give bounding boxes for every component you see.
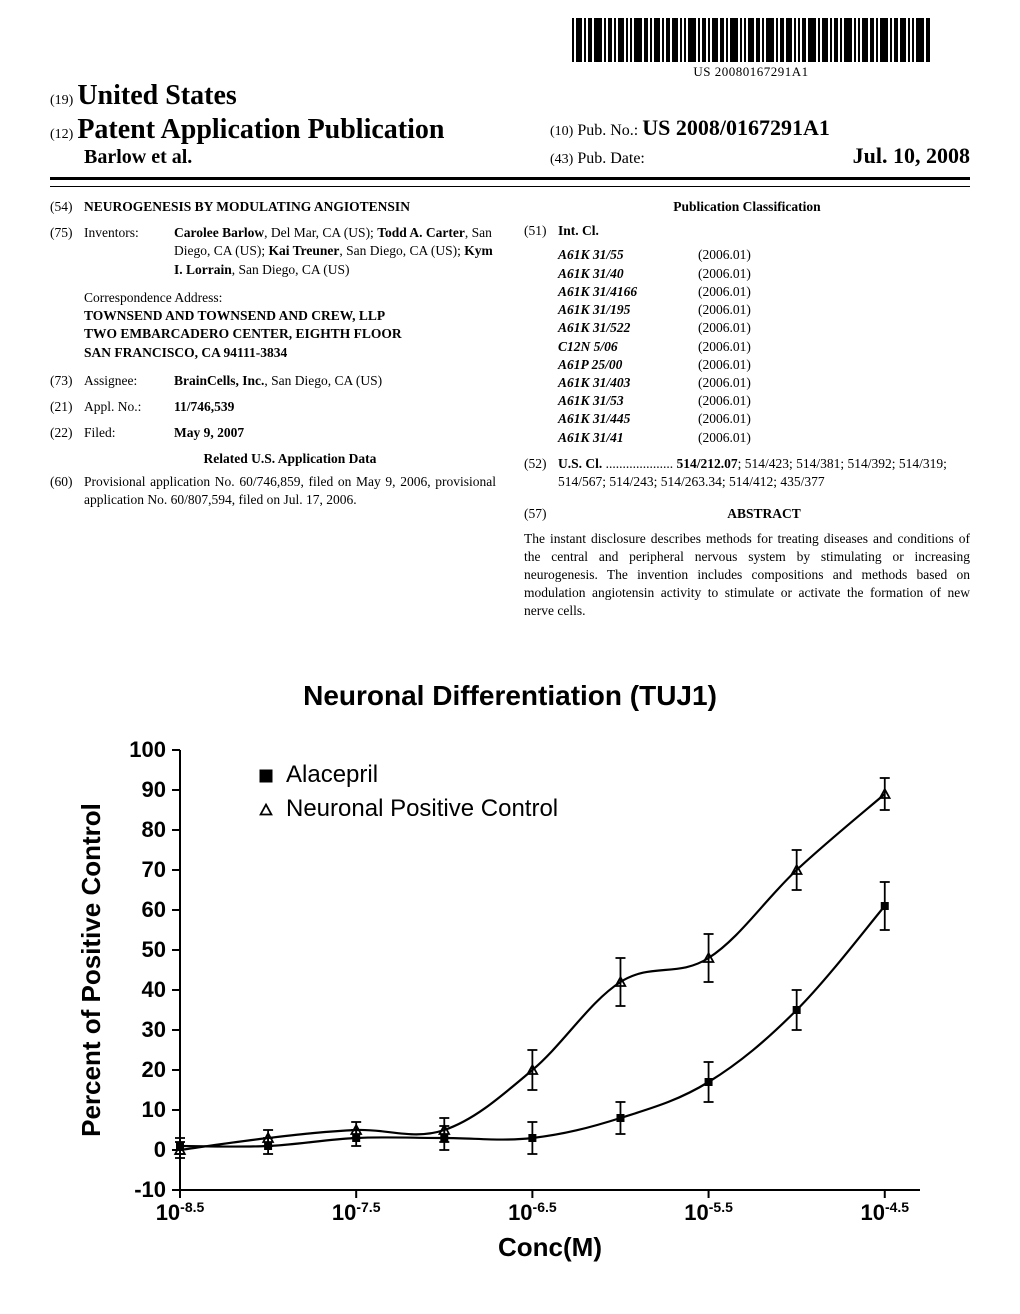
right-column: Publication Classification (51) Int. Cl.… [524, 198, 970, 621]
code-51: (51) [524, 222, 558, 240]
svg-text:10-5.5: 10-5.5 [684, 1199, 733, 1225]
invention-title: NEUROGENESIS BY MODULATING ANGIOTENSIN [84, 198, 496, 216]
chart: Neuronal Differentiation (TUJ1) -10 0 10 20… [50, 680, 970, 1280]
filed: May 9, 2007 [174, 424, 496, 442]
svg-text:Conc(M): Conc(M) [498, 1232, 602, 1262]
svg-text:10-8.5: 10-8.5 [156, 1199, 205, 1225]
intcl-row: A61K 31/4166(2006.01) [558, 283, 970, 301]
code-19: (19) [50, 93, 73, 108]
svg-text:60: 60 [142, 897, 166, 922]
intcl-row: C12N 5/06(2006.01) [558, 338, 970, 356]
code-57: (57) [524, 505, 558, 523]
svg-text:50: 50 [142, 937, 166, 962]
correspondence-line: SAN FRANCISCO, CA 94111-3834 [84, 344, 496, 362]
filed-label: Filed: [84, 424, 174, 442]
intcl-row: A61K 31/55(2006.01) [558, 246, 970, 264]
country: United States [77, 80, 236, 111]
assignee: BrainCells, Inc., San Diego, CA (US) [174, 372, 496, 390]
related-text: Provisional application No. 60/746,859, … [84, 473, 496, 509]
code-10: (10) [550, 124, 573, 139]
pub-date: Jul. 10, 2008 [853, 143, 970, 169]
svg-text:Alacepril: Alacepril [286, 761, 378, 788]
intcl-row: A61K 31/40(2006.01) [558, 265, 970, 283]
intcl-label: Int. Cl. [558, 223, 599, 238]
svg-text:70: 70 [142, 857, 166, 882]
correspondence-label: Correspondence Address: [84, 289, 496, 307]
assignee-label: Assignee: [84, 372, 174, 390]
intcl-row: A61K 31/53(2006.01) [558, 392, 970, 410]
svg-text:-10: -10 [134, 1177, 166, 1202]
pub-date-label: Pub. Date: [577, 150, 645, 167]
pub-no-label: Pub. No.: [577, 122, 638, 139]
chart-svg: -10 0 10 20 30 40 50 60 70 80 90 100 10-8.5 10-7.5 10-… [60, 720, 960, 1280]
rule-thin [50, 186, 970, 187]
inventors-label: Inventors: [84, 224, 174, 279]
svg-text:20: 20 [142, 1057, 166, 1082]
biblio-columns: (54) NEUROGENESIS BY MODULATING ANGIOTEN… [50, 198, 970, 621]
related-head: Related U.S. Application Data [84, 450, 496, 468]
correspondence-line: TOWNSEND AND TOWNSEND AND CREW, LLP [84, 307, 496, 325]
intcl-row: A61K 31/445(2006.01) [558, 410, 970, 428]
abstract-head: ABSTRACT [727, 506, 801, 521]
svg-text:Neuronal Positive Control: Neuronal Positive Control [286, 795, 558, 822]
left-column: (54) NEUROGENESIS BY MODULATING ANGIOTEN… [50, 198, 496, 621]
svg-text:Percent of Positive Control: Percent of Positive Control [76, 803, 106, 1137]
code-43: (43) [550, 152, 573, 167]
code-52: (52) [524, 455, 558, 491]
pubclass-head: Publication Classification [524, 198, 970, 216]
svg-text:30: 30 [142, 1017, 166, 1042]
code-12: (12) [50, 127, 73, 142]
pub-no: US 2008/0167291A1 [642, 115, 830, 140]
barcode-bars [572, 18, 930, 62]
svg-text:10-7.5: 10-7.5 [332, 1199, 381, 1225]
rule-thick [50, 177, 970, 180]
barcode-text: US 20080167291A1 [572, 64, 930, 80]
code-21: (21) [50, 398, 84, 416]
svg-text:80: 80 [142, 817, 166, 842]
code-22: (22) [50, 424, 84, 442]
code-60: (60) [50, 473, 84, 509]
intcl-table: A61K 31/55(2006.01)A61K 31/40(2006.01)A6… [558, 246, 970, 446]
correspondence-address: TOWNSEND AND TOWNSEND AND CREW, LLPTWO E… [84, 307, 496, 362]
intcl-row: A61K 31/41(2006.01) [558, 429, 970, 447]
code-75: (75) [50, 224, 84, 279]
intcl-row: A61K 31/403(2006.01) [558, 374, 970, 392]
correspondence-line: TWO EMBARCADERO CENTER, EIGHTH FLOOR [84, 325, 496, 343]
svg-text:10-6.5: 10-6.5 [508, 1199, 557, 1225]
abstract: The instant disclosure describes methods… [524, 530, 970, 621]
svg-text:0: 0 [154, 1137, 166, 1162]
svg-text:40: 40 [142, 977, 166, 1002]
intcl-row: A61K 31/195(2006.01) [558, 301, 970, 319]
header: (19) United States (12) Patent Applicati… [50, 80, 970, 187]
code-54: (54) [50, 198, 84, 216]
applno: 11/746,539 [174, 398, 496, 416]
chart-title: Neuronal Differentiation (TUJ1) [50, 680, 970, 712]
svg-text:10: 10 [142, 1097, 166, 1122]
code-73: (73) [50, 372, 84, 390]
svg-text:90: 90 [142, 777, 166, 802]
pub-type: Patent Application Publication [77, 114, 444, 145]
barcode: US 20080167291A1 [572, 18, 930, 80]
intcl-row: A61K 31/522(2006.01) [558, 319, 970, 337]
authors: Barlow et al. [84, 146, 444, 169]
applno-label: Appl. No.: [84, 398, 174, 416]
svg-text:100: 100 [129, 737, 166, 762]
inventors: Carolee Barlow, Del Mar, CA (US); Todd A… [174, 224, 496, 279]
intcl-row: A61P 25/00(2006.01) [558, 356, 970, 374]
svg-text:10-4.5: 10-4.5 [860, 1199, 909, 1225]
uscl: U.S. Cl. .................... 514/212.07… [558, 455, 970, 491]
